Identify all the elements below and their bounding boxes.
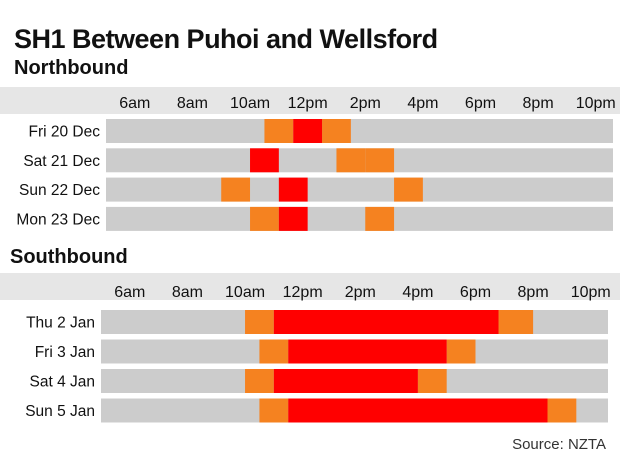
row-label: Sat 21 Dec bbox=[23, 153, 100, 170]
moderate-bar bbox=[259, 339, 289, 364]
moderate-bar bbox=[221, 177, 251, 202]
x-tick-label: 10am bbox=[230, 95, 270, 112]
axis-header-band bbox=[0, 273, 620, 300]
source-note: Source: NZTA bbox=[512, 436, 606, 453]
moderate-bar bbox=[336, 148, 366, 173]
x-tick-label: 4pm bbox=[402, 284, 433, 301]
axis-header-band bbox=[0, 87, 620, 114]
congested-bar bbox=[273, 369, 418, 393]
x-tick-label: 6am bbox=[114, 284, 145, 301]
moderate-bar bbox=[498, 310, 534, 334]
row-track bbox=[106, 119, 613, 143]
congested-bar bbox=[288, 339, 447, 364]
moderate-bar bbox=[250, 206, 279, 231]
congested-bar bbox=[250, 148, 279, 173]
moderate-bar bbox=[446, 339, 476, 364]
x-tick-label: 10pm bbox=[571, 284, 611, 301]
x-tick-label: 8pm bbox=[523, 95, 554, 112]
chart-title: SH1 Between Puhoi and Wellsford bbox=[14, 24, 438, 54]
x-tick-label: 8pm bbox=[518, 284, 549, 301]
moderate-bar bbox=[394, 177, 423, 202]
x-tick-label: 6am bbox=[119, 95, 150, 112]
x-tick-label: 8am bbox=[172, 284, 203, 301]
moderate-bar bbox=[245, 310, 274, 334]
x-tick-label: 6pm bbox=[460, 284, 491, 301]
row-label: Mon 23 Dec bbox=[16, 211, 100, 228]
moderate-bar bbox=[259, 398, 289, 423]
row-label: Thu 2 Jan bbox=[26, 315, 95, 332]
row-label: Sat 4 Jan bbox=[30, 374, 96, 391]
x-tick-label: 6pm bbox=[465, 95, 496, 112]
congested-bar bbox=[278, 177, 308, 202]
congested-bar bbox=[278, 206, 308, 231]
x-tick-label: 2pm bbox=[345, 284, 376, 301]
moderate-bar bbox=[417, 369, 447, 393]
row-track bbox=[106, 206, 613, 231]
congested-bar bbox=[288, 398, 548, 423]
x-tick-label: 12pm bbox=[288, 95, 328, 112]
row-label: Sun 5 Jan bbox=[25, 403, 95, 420]
moderate-bar bbox=[365, 148, 395, 173]
row-label: Fri 20 Dec bbox=[29, 124, 101, 141]
moderate-bar bbox=[245, 369, 274, 393]
row-label: Fri 3 Jan bbox=[35, 344, 95, 361]
southbound-heading: Southbound bbox=[10, 246, 128, 268]
x-tick-label: 8am bbox=[177, 95, 208, 112]
x-tick-label: 10am bbox=[225, 284, 265, 301]
congested-bar bbox=[273, 310, 499, 334]
moderate-bar bbox=[264, 119, 294, 143]
moderate-bar bbox=[322, 119, 351, 143]
x-tick-label: 2pm bbox=[350, 95, 381, 112]
x-tick-label: 4pm bbox=[407, 95, 438, 112]
x-tick-label: 12pm bbox=[283, 284, 323, 301]
moderate-bar bbox=[365, 206, 395, 231]
northbound-heading: Northbound bbox=[14, 57, 129, 79]
row-track bbox=[106, 177, 613, 202]
row-label: Sun 22 Dec bbox=[19, 182, 100, 199]
moderate-bar bbox=[547, 398, 577, 423]
x-tick-label: 10pm bbox=[576, 95, 616, 112]
congested-bar bbox=[293, 119, 323, 143]
